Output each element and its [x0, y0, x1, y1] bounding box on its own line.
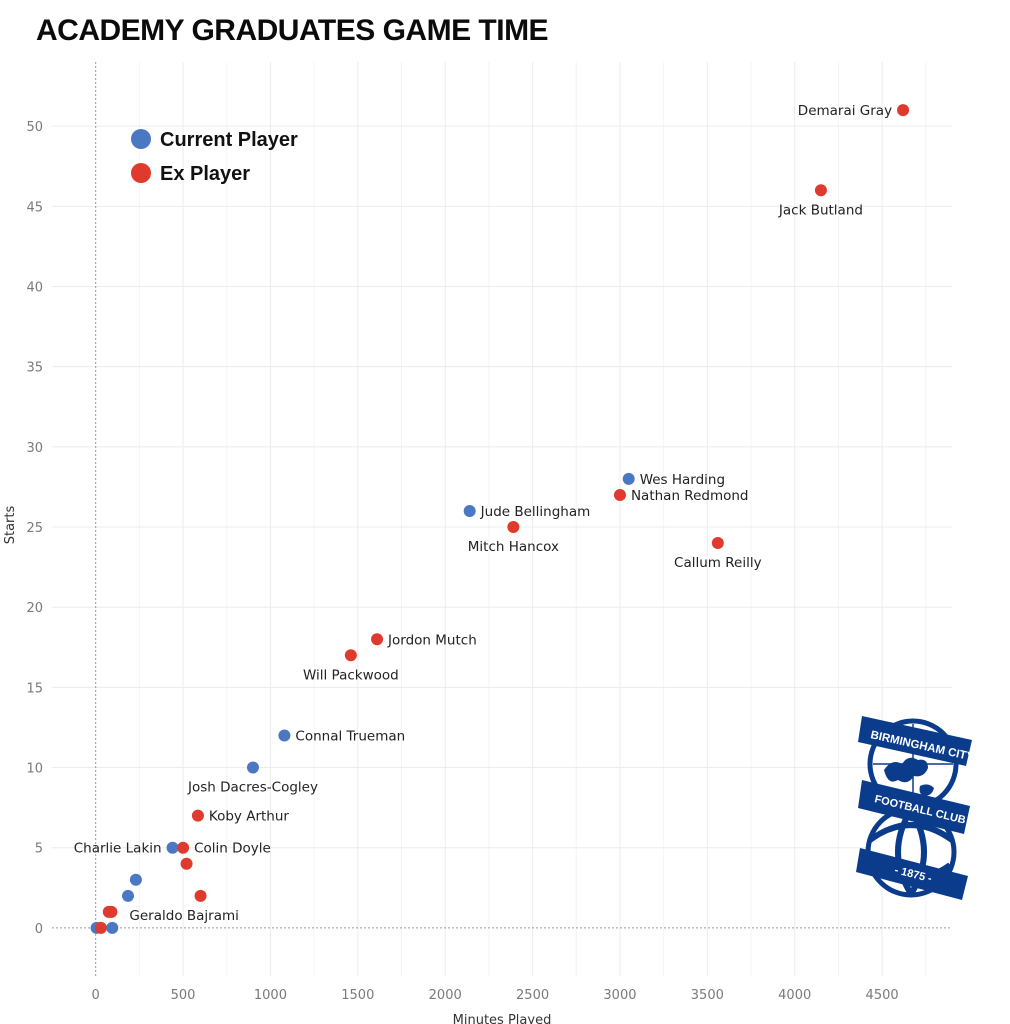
legend: Current Player Ex Player [131, 129, 298, 185]
y-tick-label: 10 [26, 762, 43, 777]
data-point [613, 488, 626, 501]
legend-label-ex: Ex Player [160, 163, 250, 185]
x-tick-label: 500 [171, 988, 196, 1003]
point-label: Jack Butland [778, 202, 863, 218]
point-label: Demarai Gray [798, 103, 892, 119]
y-tick-label: 0 [35, 922, 43, 937]
crest-ribbon-middle [858, 780, 970, 834]
grid-lines [52, 62, 952, 976]
data-point [246, 761, 259, 774]
data-point [507, 521, 520, 534]
point-label: Charlie Lakin [74, 841, 162, 857]
club-crest-logo: BIRMINGHAM CITY FOOTBALL CLUB - 1875 - [856, 716, 975, 900]
data-point [122, 889, 135, 902]
crest-ribbon-top [858, 716, 972, 766]
point-label: Jude Bellingham [480, 504, 591, 520]
x-tick-label: 0 [92, 988, 100, 1003]
legend-label-current: Current Player [160, 129, 298, 151]
data-point [344, 649, 357, 662]
y-tick-label: 30 [26, 441, 43, 456]
data-point [94, 921, 107, 934]
data-points: Demarai Gray Jack Butland Wes HardingNatha… [74, 103, 910, 934]
x-tick-label: 3500 [691, 988, 724, 1003]
data-point [194, 889, 207, 902]
data-point [371, 633, 384, 646]
crest-globe-continents [884, 757, 934, 796]
point-label: Geraldo Bajrami [129, 908, 238, 924]
point-label: Josh Dacres-Cogley [187, 780, 318, 796]
data-point [177, 841, 190, 854]
point-label: Colin Doyle [194, 841, 271, 857]
y-tick-label: 45 [26, 200, 43, 215]
x-tick-label: 4000 [778, 988, 811, 1003]
data-point [278, 729, 291, 742]
x-axis-label: Minutes Played [453, 1013, 552, 1024]
point-label: Jordon Mutch [387, 632, 477, 648]
tick-labels: 0 500 1000 1500 2000 2500 3000 3500 4000 4500 0 5 10… [26, 120, 898, 1003]
x-tick-label: 1000 [254, 988, 287, 1003]
chart-title: ACADEMY GRADUATES GAME TIME [36, 14, 549, 47]
data-point [129, 873, 142, 886]
y-axis-label: Starts [3, 506, 18, 545]
y-tick-label: 5 [35, 842, 43, 857]
x-tick-label: 2000 [429, 988, 462, 1003]
data-point [191, 809, 204, 822]
point-label: Mitch Hancox [468, 539, 559, 555]
data-point [897, 104, 910, 117]
point-label: Connal Trueman [295, 728, 405, 744]
point-label: Koby Arthur [209, 809, 289, 825]
legend-marker-current [131, 129, 151, 149]
x-tick-label: 2500 [516, 988, 549, 1003]
point-label: Wes Harding [640, 472, 725, 488]
data-point [463, 504, 476, 517]
point-label: Callum Reilly [674, 555, 762, 571]
legend-marker-ex [131, 163, 151, 183]
y-tick-label: 50 [26, 120, 43, 135]
point-label: Will Packwood [303, 667, 399, 683]
data-point [622, 472, 635, 485]
y-tick-label: 35 [26, 361, 43, 376]
data-point [166, 841, 179, 854]
y-tick-label: 20 [26, 601, 43, 616]
data-point [180, 857, 193, 870]
data-point [711, 537, 724, 550]
data-point [102, 905, 115, 918]
crest-ribbon-bottom [856, 848, 968, 900]
point-label: Nathan Redmond [631, 488, 749, 504]
y-tick-label: 25 [26, 521, 43, 536]
x-tick-label: 1500 [341, 988, 374, 1003]
data-point [106, 921, 119, 934]
data-point [814, 184, 827, 197]
y-tick-label: 15 [26, 681, 43, 696]
x-tick-label: 3000 [603, 988, 636, 1003]
x-tick-label: 4500 [866, 988, 899, 1003]
y-tick-label: 40 [26, 280, 43, 295]
